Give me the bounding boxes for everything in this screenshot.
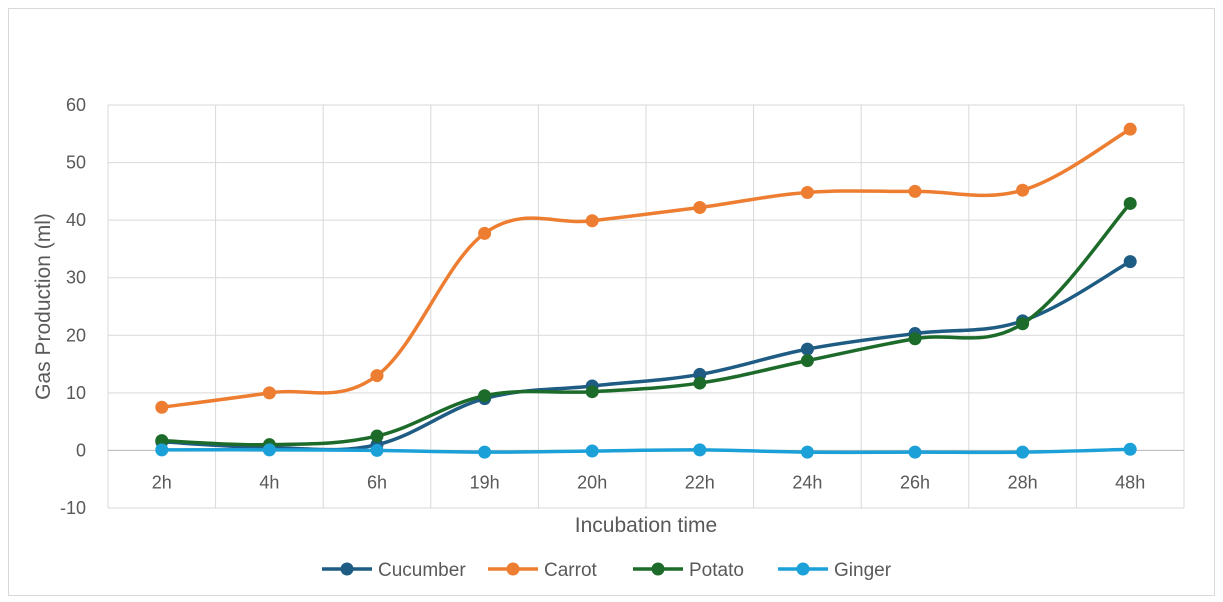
y-tick-label: 0 <box>76 440 86 460</box>
y-tick-label: 40 <box>66 210 86 230</box>
data-point-carrot <box>1016 183 1030 197</box>
series-layer <box>155 122 1137 459</box>
data-point-ginger <box>1016 445 1030 459</box>
data-point-ginger <box>800 445 814 459</box>
data-point-ginger <box>478 445 492 459</box>
legend-label: Ginger <box>834 560 892 581</box>
x-tick-label: 20h <box>577 472 607 492</box>
y-axis-title: Gas Production (ml) <box>32 213 55 400</box>
data-point-carrot <box>262 386 276 400</box>
data-point-ginger <box>155 443 169 457</box>
series-potato <box>155 196 1137 452</box>
legend-item-ginger: Ginger <box>778 560 892 581</box>
data-point-potato <box>908 332 922 346</box>
chart-area <box>8 8 1215 596</box>
data-point-carrot <box>370 369 384 383</box>
legend-swatch-marker <box>506 562 520 576</box>
x-tick-label: 48h <box>1115 472 1145 492</box>
legend-label: Potato <box>689 560 744 581</box>
series-line-carrot <box>161 127 1132 409</box>
data-point-potato <box>370 429 384 443</box>
data-point-ginger <box>370 443 384 457</box>
x-tick-label: 6h <box>367 472 387 492</box>
x-tick-label: 22h <box>685 472 715 492</box>
data-point-carrot <box>585 214 599 228</box>
legend-label: Cucumber <box>378 560 466 581</box>
data-point-potato <box>1123 196 1137 210</box>
data-point-potato <box>800 354 814 368</box>
series-carrot <box>155 122 1137 414</box>
data-point-ginger <box>693 443 707 457</box>
series-line-ginger <box>161 447 1131 455</box>
data-point-potato <box>585 385 599 399</box>
legend-swatch-marker <box>796 562 810 576</box>
y-tick-label: 50 <box>66 153 86 173</box>
data-point-carrot <box>155 400 169 414</box>
x-axis-title: Incubation time <box>575 514 717 537</box>
data-point-carrot <box>693 200 707 214</box>
series-ginger <box>155 442 1137 459</box>
legend-item-carrot: Carrot <box>488 560 598 581</box>
data-point-ginger <box>1123 442 1137 456</box>
y-tick-label: -10 <box>60 498 86 518</box>
data-point-potato <box>478 389 492 403</box>
data-point-potato <box>693 376 707 390</box>
x-tick-label: 28h <box>1008 472 1038 492</box>
x-tick-label: 24h <box>792 472 822 492</box>
data-point-ginger <box>262 443 276 457</box>
legend: Cucumber Carrot Potato Ginger <box>322 560 892 581</box>
y-tick-label: 60 <box>66 95 86 115</box>
legend-swatch-marker <box>651 562 665 576</box>
data-point-cucumber <box>800 342 814 356</box>
data-point-carrot <box>908 184 922 198</box>
data-point-ginger <box>908 445 922 459</box>
data-point-potato <box>1016 317 1030 331</box>
tick-labels: -10 0 10 20 30 40 50 60 2h 4h 6h 19h 20h 22h 24h 26h 28h… <box>60 95 1145 518</box>
y-tick-label: 30 <box>66 268 86 288</box>
legend-item-potato: Potato <box>633 560 744 581</box>
series-line-potato <box>161 202 1132 447</box>
legend-swatch-marker <box>340 562 354 576</box>
data-point-carrot <box>478 226 492 240</box>
y-tick-label: 10 <box>66 383 86 403</box>
x-tick-label: 19h <box>470 472 500 492</box>
data-point-ginger <box>585 444 599 458</box>
data-point-cucumber <box>1123 255 1137 269</box>
data-point-carrot <box>1123 122 1137 136</box>
x-tick-label: 4h <box>259 472 279 492</box>
data-point-carrot <box>800 186 814 200</box>
legend-item-cucumber: Cucumber <box>322 560 466 581</box>
x-tick-label: 2h <box>152 472 172 492</box>
data-point-potato <box>155 434 169 448</box>
legend-label: Carrot <box>544 560 598 581</box>
x-tick-label: 26h <box>900 472 930 492</box>
y-tick-label: 20 <box>66 325 86 345</box>
